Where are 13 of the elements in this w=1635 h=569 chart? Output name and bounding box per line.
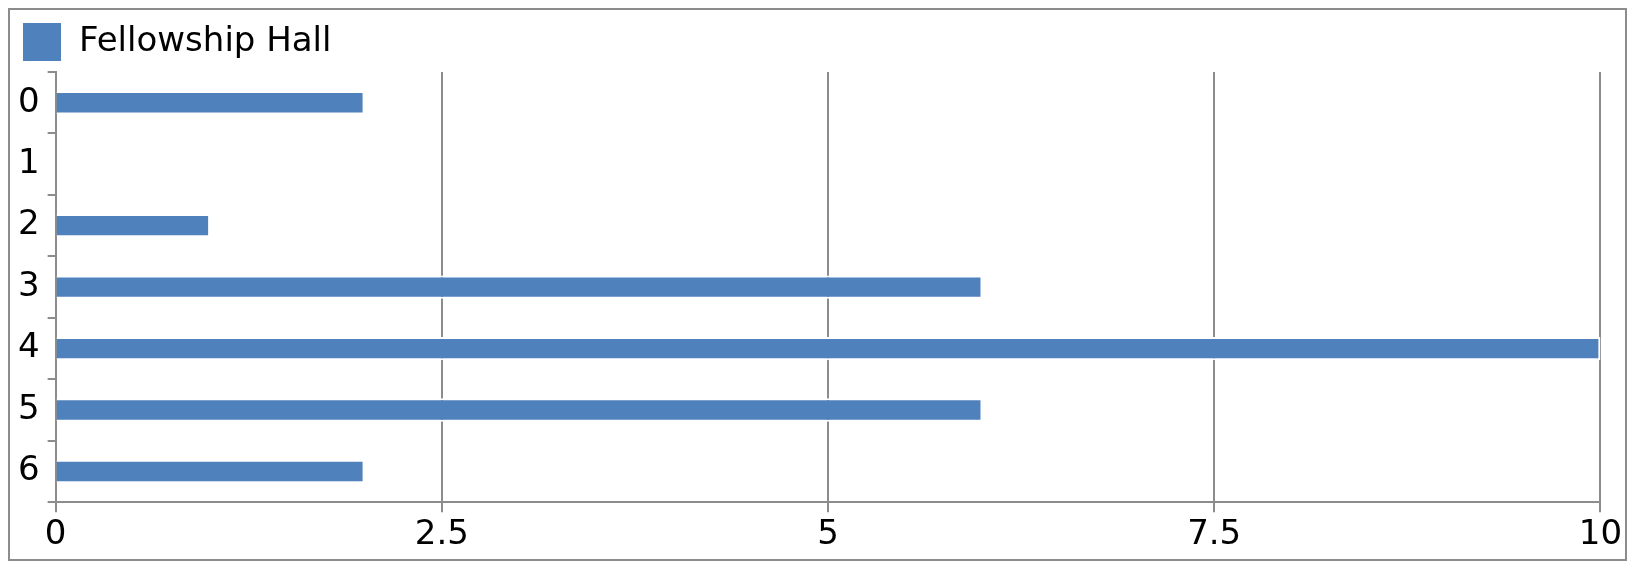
x-tick-label: 0 — [44, 512, 67, 553]
y-tick-label: 2 — [17, 202, 40, 243]
y-tick-label: 3 — [17, 263, 40, 304]
x-tick-label: 5 — [817, 512, 839, 553]
y-tick-label: 0 — [17, 79, 40, 120]
legend-label: Fellowship Hall — [79, 18, 332, 59]
x-tick-label: 2.5 — [414, 512, 469, 553]
y-tick-label: 6 — [17, 448, 40, 489]
y-tick-label: 5 — [17, 386, 40, 427]
y-tick-label: 1 — [17, 141, 40, 182]
x-tick-label: 7.5 — [1187, 512, 1242, 553]
x-tick-label: 10 — [1578, 512, 1622, 553]
y-tick-label: 4 — [17, 325, 40, 366]
